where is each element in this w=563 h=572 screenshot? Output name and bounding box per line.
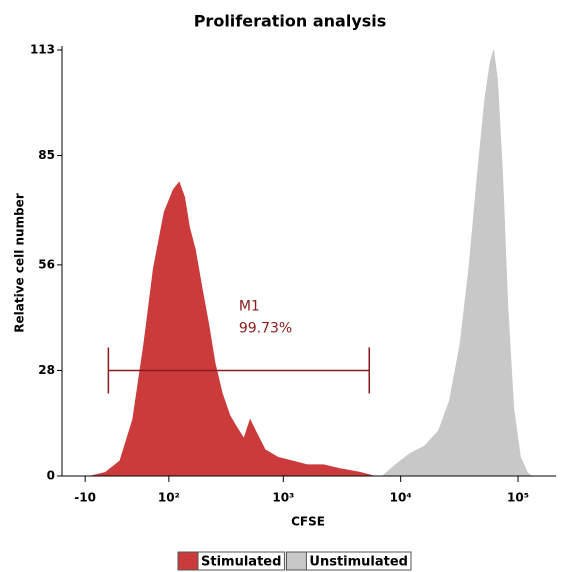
legend-swatch [177, 551, 199, 571]
histogram-area [90, 181, 375, 477]
y-tick-label: 113 [30, 43, 55, 57]
marker-label: M1 [239, 298, 260, 314]
x-tick-label: 10³ [272, 491, 294, 505]
y-tick-label: 85 [38, 148, 55, 162]
y-tick-label: 28 [38, 363, 55, 377]
legend-frame [177, 551, 285, 571]
legend-swatch [285, 551, 307, 571]
x-tick-label: 10⁵ [507, 491, 529, 505]
chart-title: Proliferation analysis [194, 12, 387, 31]
legend-frame [285, 551, 412, 571]
histogram-area [381, 49, 533, 477]
marker-percent: 99.73% [239, 320, 292, 336]
x-tick-label: -10 [74, 491, 96, 505]
x-axis-label: CFSE [291, 515, 325, 529]
x-tick-label: 10⁴ [390, 491, 412, 505]
x-tick-label: 10² [158, 491, 180, 505]
legend-label: Stimulated [201, 555, 281, 570]
y-tick-label: 56 [38, 257, 55, 271]
y-tick-label: 0 [47, 469, 55, 483]
legend: Stimulated Unstimulated [177, 551, 412, 571]
y-axis-label: Relative cell number [13, 193, 27, 333]
legend-label: Unstimulated [309, 555, 408, 570]
